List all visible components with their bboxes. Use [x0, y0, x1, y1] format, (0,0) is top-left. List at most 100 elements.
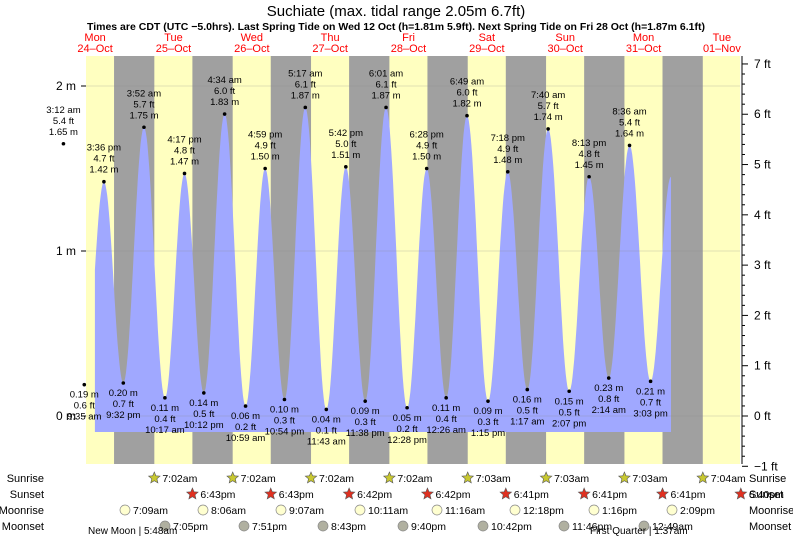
- left-axis-tick-label: 0 m: [56, 409, 76, 423]
- tide-ft-label: 0.4 ft: [436, 414, 457, 425]
- moonset-icon: [477, 520, 489, 532]
- tide-m-label: 0.15 m: [555, 396, 584, 407]
- tide-m-label: 1.51 m: [331, 150, 360, 161]
- moonrise-icon: [431, 504, 443, 516]
- tide-time-label: 3:12 am: [46, 105, 80, 116]
- tide-m-label: 0.06 m: [231, 411, 260, 422]
- sunset-icon: [185, 487, 199, 500]
- sunset-icon: [264, 487, 278, 500]
- tide-extreme-point: [102, 179, 106, 184]
- tide-ft-label: 5.4 ft: [619, 117, 640, 128]
- tide-extreme-point: [243, 404, 248, 408]
- tide-ft-label: 5.7 ft: [133, 99, 154, 110]
- tide-ft-label: 6.1 ft: [295, 79, 316, 90]
- moonrise-icon: [509, 504, 521, 516]
- moonrise-time: 2:09pm: [680, 505, 715, 517]
- tide-extreme-point: [486, 399, 490, 403]
- date-label: 29–Oct: [469, 43, 504, 55]
- moonset-time: 9:40pm: [411, 521, 446, 533]
- sunrise-time: 7:03am: [554, 473, 589, 485]
- tide-time-label: 10:12 pm: [184, 420, 224, 431]
- right-axis-tick-label: 5 ft: [754, 158, 771, 172]
- right-axis-tick-label: 3 ft: [754, 258, 771, 272]
- sunset-time: 6:43pm: [279, 489, 314, 501]
- tide-time-label: 11:38 pm: [346, 428, 385, 439]
- tide-time-label: 1:17 am: [510, 417, 544, 428]
- moonset-icon: [159, 520, 171, 532]
- moonset-icon: [638, 520, 650, 532]
- tide-m-label: 0.11 m: [432, 403, 460, 414]
- sunrise-icon: [304, 471, 318, 484]
- tide-time-label: 10:54 pm: [265, 427, 305, 438]
- tide-extreme-point: [344, 165, 348, 169]
- tide-ft-label: 4.9 ft: [416, 141, 437, 152]
- tide-time-label: 4:59 pm: [248, 130, 282, 141]
- tide-labels: 3:12 am5.4 ft1.65 m0.19 m0.6 ft9:35 am3:…: [46, 68, 668, 447]
- tide-m-label: 0.10 m: [270, 405, 299, 416]
- tide-ft-label: 4.9 ft: [497, 144, 518, 155]
- tide-ft-label: 4.8 ft: [579, 149, 600, 160]
- sunrise-icon: [696, 471, 710, 484]
- moon-phase-label: First Quarter | 1:37am: [590, 526, 688, 537]
- moonrise-time: 12:18pm: [523, 505, 564, 517]
- sunset-time: 6:41pm: [514, 489, 549, 501]
- tide-m-label: 1.42 m: [89, 165, 118, 176]
- tide-extreme-point: [142, 125, 146, 130]
- sunset-icon: [577, 487, 591, 500]
- moonrise-time: 8:06am: [211, 505, 246, 517]
- left-axis-tick-label: 1 m: [56, 244, 76, 258]
- sunset-icon: [342, 487, 356, 500]
- tide-extreme-point: [303, 105, 308, 110]
- date-label: 24–Oct: [77, 43, 112, 55]
- sunrise-time: 7:02am: [397, 473, 432, 485]
- tide-extreme-point: [424, 166, 429, 171]
- tide-m-label: 1.64 m: [615, 128, 644, 139]
- tide-extreme-point: [384, 105, 388, 110]
- tide-time-label: 6:28 pm: [410, 130, 444, 141]
- tide-m-label: 1.47 m: [170, 156, 199, 167]
- sunrise-icon: [226, 471, 240, 484]
- sunrise-icon: [539, 471, 553, 484]
- day-of-week-label: Mon: [84, 32, 105, 44]
- sunset-icon: [420, 487, 434, 500]
- tide-ft-label: 0.8 ft: [598, 394, 619, 405]
- tide-time-label: 4:34 am: [207, 75, 241, 86]
- day-of-week-label: Sat: [479, 32, 496, 44]
- tide-ft-label: 0.5 ft: [559, 407, 580, 418]
- date-label: 01–Nov: [703, 43, 741, 55]
- sunrise-icon: [461, 471, 475, 484]
- sunset-icon: [734, 487, 748, 500]
- moonset-label: Moonset: [2, 521, 44, 533]
- moonrise-time: 7:09am: [133, 505, 168, 517]
- date-label: 28–Oct: [391, 43, 426, 55]
- tide-extreme-point: [567, 389, 571, 394]
- day-of-week-label: Mon: [633, 32, 654, 44]
- tide-extreme-point: [82, 382, 87, 387]
- tide-time-label: 9:32 pm: [106, 410, 140, 421]
- water-area: [94, 107, 671, 433]
- tide-time-label: 10:59 am: [226, 433, 266, 444]
- daylight-band: [702, 56, 740, 464]
- tide-time-label: 7:18 pm: [491, 133, 525, 144]
- sunset-time: 6:43pm: [200, 489, 235, 501]
- tide-curve: [94, 107, 671, 433]
- tide-time-label: 7:40 am: [531, 90, 565, 101]
- moonset-label: Moonset: [749, 521, 791, 533]
- moonset-time: 8:43pm: [331, 521, 366, 533]
- tide-extreme-point: [202, 391, 206, 395]
- tide-extreme-point: [648, 379, 653, 384]
- tide-ft-label: 6.1 ft: [375, 79, 396, 90]
- sunrise-time: 7:03am: [632, 473, 667, 485]
- tide-extreme-point: [606, 376, 611, 380]
- sunrise-time: 7:04am: [711, 473, 746, 485]
- tide-ft-label: 0.3 ft: [477, 417, 498, 428]
- moon-phase-label: New Moon | 5:48am: [88, 526, 177, 537]
- date-label: 30–Oct: [547, 43, 582, 55]
- tide-ft-label: 4.7 ft: [93, 154, 114, 165]
- day-of-week-label: Wed: [241, 32, 263, 44]
- tide-ft-label: 5.7 ft: [538, 101, 559, 112]
- tide-ft-label: 0.2 ft: [235, 422, 256, 433]
- day-of-week-label: Thu: [321, 32, 340, 44]
- sunrise-icon: [617, 471, 631, 484]
- moonrise-time: 9:07am: [289, 505, 324, 517]
